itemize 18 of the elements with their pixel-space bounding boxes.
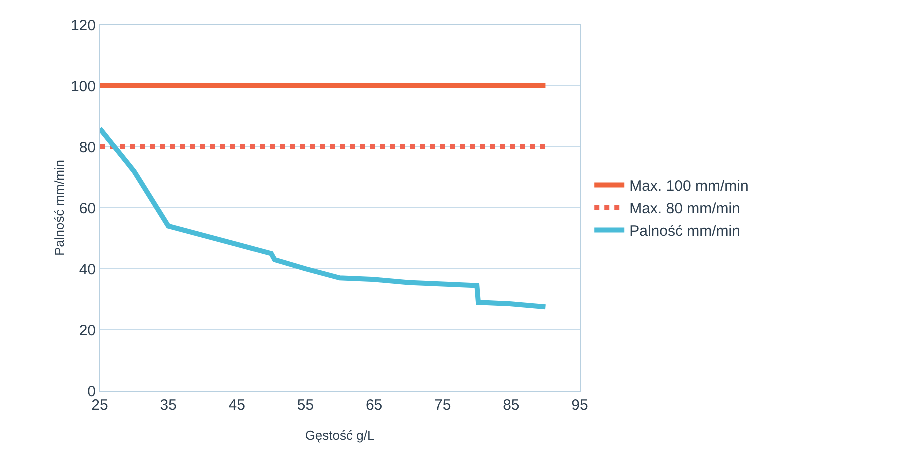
y-tick-label: 40 xyxy=(79,261,96,278)
legend-label: Max. 100 mm/min xyxy=(630,178,749,196)
y-tick-label: 80 xyxy=(79,139,96,156)
y-tick-label: 20 xyxy=(79,322,96,340)
x-axis-title: Gęstość g/L xyxy=(305,428,375,443)
x-tick-label: 65 xyxy=(366,397,383,414)
y-tick-label: 120 xyxy=(70,17,96,34)
y-tick-label: 100 xyxy=(70,78,96,96)
x-tick-label: 55 xyxy=(297,397,314,414)
legend-label: Palność mm/min xyxy=(630,223,740,240)
y-axis-title: Palność mm/min xyxy=(52,160,67,256)
x-tick-label: 35 xyxy=(160,397,177,414)
x-tick-label: 45 xyxy=(228,397,246,414)
x-tick-label: 75 xyxy=(434,397,452,414)
legend-label: Max. 80 mm/min xyxy=(630,200,740,218)
x-tick-label: 95 xyxy=(572,397,588,414)
x-tick-label: 85 xyxy=(503,397,520,414)
y-tick-label: 60 xyxy=(79,200,96,218)
